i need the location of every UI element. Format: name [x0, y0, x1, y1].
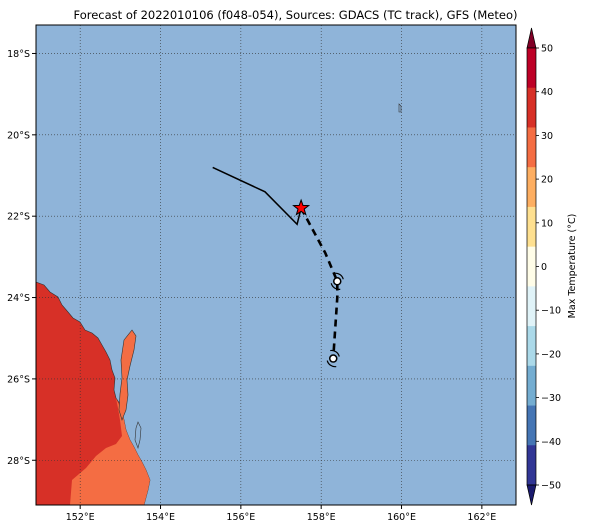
- colorbar-band: [527, 246, 536, 287]
- colorbar-band: [527, 87, 536, 128]
- colorbar: 50 40 30 20 10 0 −10 −20 −30 −40 −50: [526, 27, 561, 506]
- colorbar-tick-label: 30: [541, 131, 553, 142]
- lat-tick-label: 18°S: [7, 49, 30, 60]
- storm-track: [212, 166, 344, 368]
- colorbar-tick-label: 20: [541, 175, 553, 186]
- colorbar-tick-label: 40: [541, 87, 553, 98]
- forecast-position-marker: [328, 354, 338, 363]
- lon-tick-label: 156°E: [226, 512, 255, 523]
- colorbar-tick-label: −40: [541, 437, 561, 448]
- colorbar-label: Max Temperature (°C): [567, 214, 578, 319]
- map-title: Forecast of 2022010106 (f048-054), Sourc…: [73, 8, 518, 22]
- lon-tick-label: 154°E: [146, 512, 175, 523]
- land-islet: [398, 103, 402, 113]
- colorbar-band: [527, 167, 536, 208]
- colorbar-band: [527, 127, 536, 168]
- colorbar-band: [527, 365, 536, 406]
- colorbar-band: [527, 405, 536, 446]
- map-frame: [35, 24, 517, 506]
- colorbar-band: [527, 206, 536, 248]
- cyclone-symbol-icon: [330, 283, 341, 290]
- colorbar-tick-label: −50: [541, 481, 561, 492]
- map-gridlines: [36, 25, 516, 505]
- colorbar-band: [527, 48, 536, 89]
- cyclone-symbol-icon: [334, 272, 344, 280]
- lat-tick-label: 28°S: [7, 456, 30, 467]
- cyclone-symbol-icon: [326, 360, 337, 368]
- colorbar-band: [527, 445, 536, 486]
- land-island-small: [134, 421, 142, 450]
- colorbar-tick-label: −30: [541, 393, 561, 404]
- colorbar-band: [527, 326, 536, 367]
- colorbar-max-extension: [526, 27, 537, 49]
- colorbar-tick-label: −10: [541, 306, 561, 317]
- forecast-position-marker: [333, 277, 342, 286]
- land-island-warm: [118, 329, 137, 421]
- current-position-star-icon: [292, 198, 311, 216]
- colorbar-tick-label: −20: [541, 349, 561, 360]
- colorbar-tick-label: 10: [541, 218, 553, 229]
- lon-tick-label: 162°E: [467, 512, 496, 523]
- lon-tick-label: 152°E: [66, 512, 95, 523]
- lat-tick-label: 24°S: [7, 293, 30, 304]
- lat-tick-label: 20°S: [7, 130, 30, 141]
- past-track-line: [212, 166, 302, 226]
- land-mainland-warm: [70, 398, 150, 505]
- colorbar-band: [527, 286, 536, 327]
- lat-tick-label: 22°S: [7, 212, 30, 223]
- latitude-axis: 18°S 20°S 22°S 24°S 26°S 28°S: [7, 49, 36, 467]
- cyclone-symbol-icon: [330, 349, 340, 357]
- colorbar-min-extension: [526, 484, 537, 506]
- colorbar-tick-label: 50: [541, 44, 553, 55]
- longitude-axis: 152°E 154°E 156°E 158°E 160°E 162°E: [66, 505, 496, 523]
- lon-tick-label: 160°E: [387, 512, 416, 523]
- lon-tick-label: 158°E: [307, 512, 336, 523]
- lat-tick-label: 26°S: [7, 374, 30, 385]
- colorbar-tick-label: 0: [541, 262, 547, 273]
